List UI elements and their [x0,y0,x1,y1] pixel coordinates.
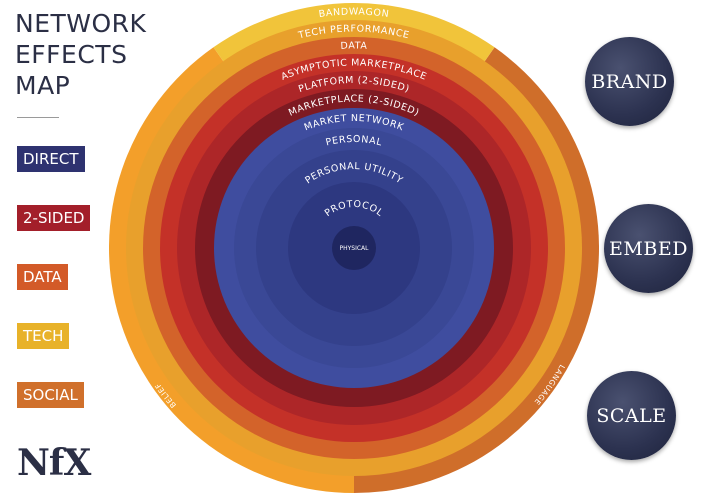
title-line-3: MAP [15,71,71,100]
legend-social: SOCIAL [17,382,84,408]
page-title: NETWORK EFFECTS MAP [15,8,146,101]
legend-tech: TECH [17,323,70,349]
pill-brand: BRAND [585,37,674,126]
ring-label-physical: PHYSICAL [339,245,369,252]
nfx-logo: NfX [17,442,91,484]
title-divider [17,117,59,118]
ring-label-0: BANDWAGON [318,6,390,20]
title-line-2: EFFECTS [15,40,128,69]
ring-label-2: DATA [340,40,368,51]
ring-label-7: PERSONAL [325,134,384,149]
ring-physical [332,226,376,270]
title-line-1: NETWORK [15,9,147,38]
legend-data: DATA [17,264,68,290]
pill-scale: SCALE [587,371,676,460]
pill-embed: EMBED [604,204,693,293]
legend-direct: DIRECT [17,146,85,172]
legend-2-sided: 2-SIDED [17,205,91,231]
